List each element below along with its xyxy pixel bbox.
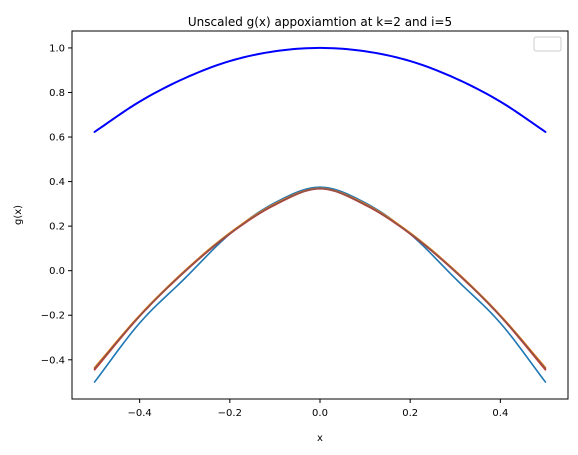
plot-area [95, 48, 546, 382]
y-tick-label: 0.4 [49, 177, 65, 188]
series-line-5 [95, 188, 546, 368]
y-tick-label: 0.0 [49, 266, 65, 277]
series-line-2 [95, 187, 546, 382]
y-tick-label: 1.0 [49, 43, 65, 54]
series-line-1 [95, 48, 546, 132]
y-tick-label: 0.2 [49, 222, 65, 233]
y-tick-label: 0.8 [49, 88, 65, 99]
chart-title: Unscaled g(x) appoxiamtion at k=2 and i=… [188, 15, 452, 29]
x-tick-label: −0.4 [127, 408, 151, 419]
series-line-3 [95, 188, 546, 367]
y-tick-label: −0.4 [41, 355, 65, 366]
legend-box [534, 37, 561, 51]
x-axis: −0.4 −0.2 0.0 0.2 0.4 [127, 399, 508, 419]
x-axis-label: x [317, 433, 323, 444]
x-tick-label: −0.2 [218, 408, 242, 419]
x-tick-label: 0.0 [312, 408, 328, 419]
y-axis: −0.4 −0.2 0.0 0.2 0.4 0.6 0.8 1.0 [41, 43, 72, 366]
x-tick-label: 0.2 [402, 408, 418, 419]
series-line-4 [95, 189, 546, 370]
y-tick-label: −0.2 [41, 311, 65, 322]
x-tick-label: 0.4 [492, 408, 508, 419]
y-tick-label: 0.6 [49, 133, 65, 144]
axes-frame [72, 31, 568, 399]
y-axis-label: g(x) [13, 205, 24, 225]
